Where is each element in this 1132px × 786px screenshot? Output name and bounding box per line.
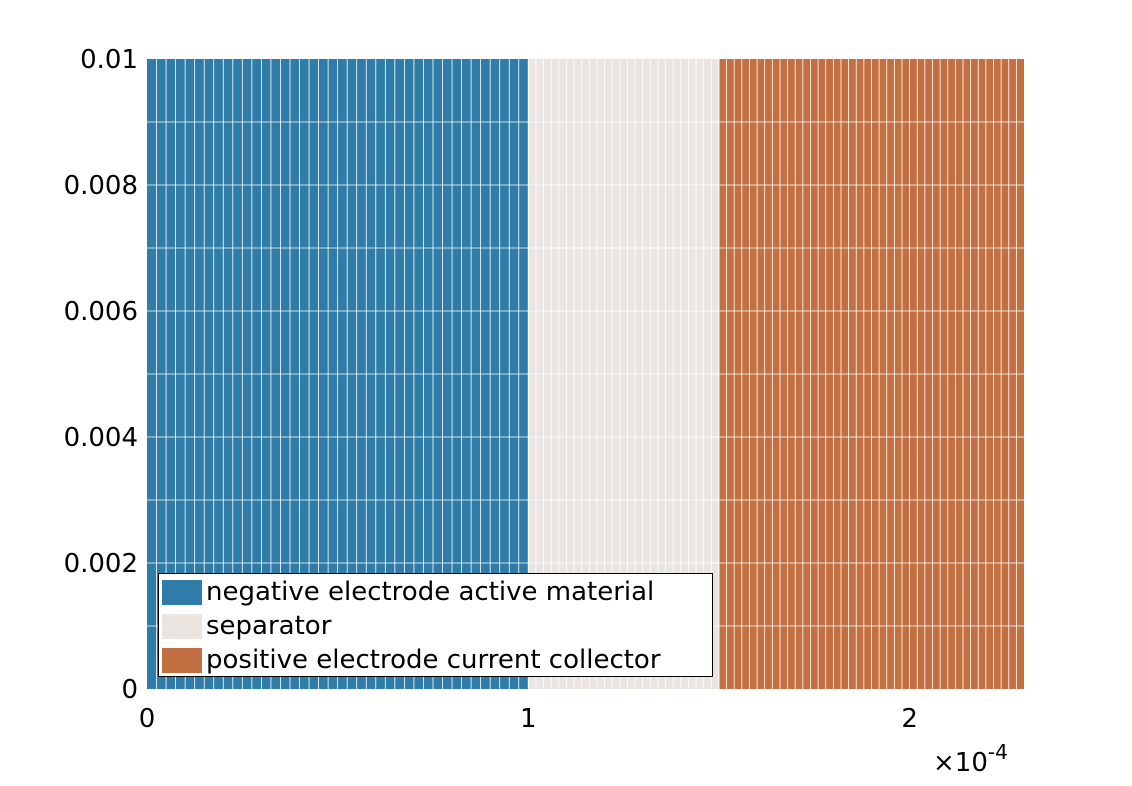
y-tick-label: 0.008 xyxy=(64,171,138,201)
legend-item-separator: separator xyxy=(162,611,331,641)
x-exponent-base: 10 xyxy=(954,748,988,778)
legend-swatch-negative-electrode xyxy=(162,579,202,605)
x-exponent-times: × xyxy=(933,748,955,778)
legend-swatch-separator xyxy=(162,613,202,639)
legend-item-negative-electrode: negative electrode active material xyxy=(162,577,654,607)
legend-swatch-positive-collector xyxy=(162,647,202,673)
legend-label-separator: separator xyxy=(206,611,332,641)
legend-label-negative-electrode: negative electrode active material xyxy=(206,577,655,607)
legend-label-positive-collector: positive electrode current collector xyxy=(206,645,661,675)
x-axis-ticks: 0 1 2 xyxy=(139,704,918,734)
x-exponent-power: -4 xyxy=(987,740,1008,764)
x-tick-label: 2 xyxy=(901,704,918,734)
y-tick-label: 0.002 xyxy=(64,549,138,579)
x-tick-label: 0 xyxy=(139,704,156,734)
y-tick-label: 0.01 xyxy=(80,45,138,75)
y-axis-ticks: 0 0.002 0.004 0.006 0.008 0.01 xyxy=(64,45,138,705)
legend-item-positive-collector: positive electrode current collector xyxy=(162,645,661,675)
y-tick-label: 0.006 xyxy=(64,297,138,327)
x-axis-exponent-label: ×10-4 xyxy=(933,742,1008,778)
y-tick-label: 0.004 xyxy=(64,423,138,453)
y-tick-label: 0 xyxy=(121,675,138,705)
legend: negative electrode active material separ… xyxy=(158,573,713,677)
x-tick-label: 1 xyxy=(520,704,537,734)
